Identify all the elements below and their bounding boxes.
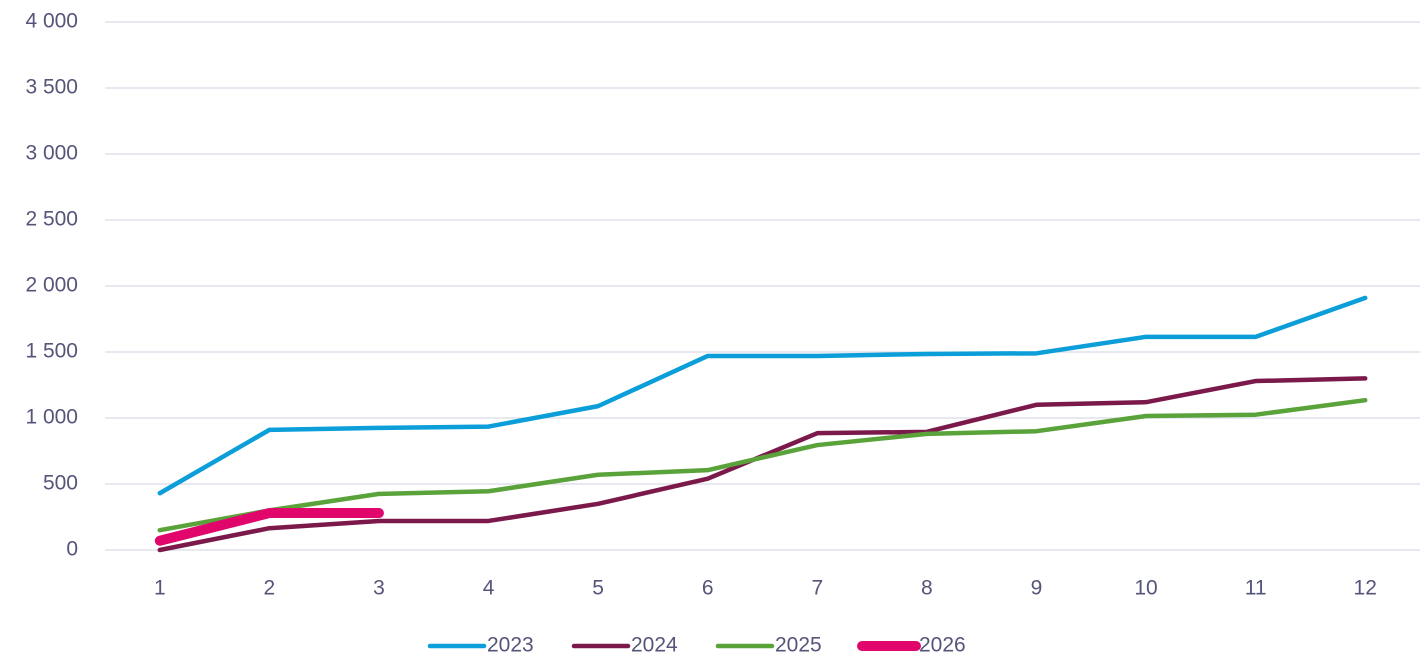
x-tick-label: 5	[592, 577, 604, 600]
x-tick-label: 8	[921, 577, 933, 600]
legend-label: 2023	[487, 634, 534, 657]
legend-label: 2025	[775, 634, 822, 657]
y-tick-label: 0	[66, 538, 78, 561]
line-series	[157, 295, 1368, 496]
x-tick-label: 6	[702, 577, 714, 600]
y-tick-label: 3 500	[25, 76, 78, 99]
line-series	[157, 376, 1368, 553]
line-series	[154, 508, 384, 546]
x-tick-label: 4	[483, 577, 495, 600]
legend-label: 2024	[631, 634, 678, 657]
legend-label: 2026	[919, 634, 966, 657]
x-tick-label: 7	[811, 577, 823, 600]
x-tick-label: 10	[1134, 577, 1157, 600]
x-tick-label: 12	[1354, 577, 1377, 600]
x-tick-label: 3	[373, 577, 385, 600]
y-tick-label: 3 000	[25, 142, 78, 165]
y-tick-label: 1 000	[25, 406, 78, 429]
y-tick-label: 2 500	[25, 208, 78, 231]
y-tick-label: 2 000	[25, 274, 78, 297]
x-tick-label: 11	[1245, 577, 1267, 600]
line-series	[157, 397, 1368, 533]
y-tick-label: 500	[43, 472, 78, 495]
x-tick-label: 2	[264, 577, 276, 600]
x-tick-label: 1	[154, 577, 166, 600]
y-tick-label: 1 500	[25, 340, 78, 363]
x-tick-label: 9	[1031, 577, 1043, 600]
y-tick-label: 4 000	[25, 10, 78, 33]
